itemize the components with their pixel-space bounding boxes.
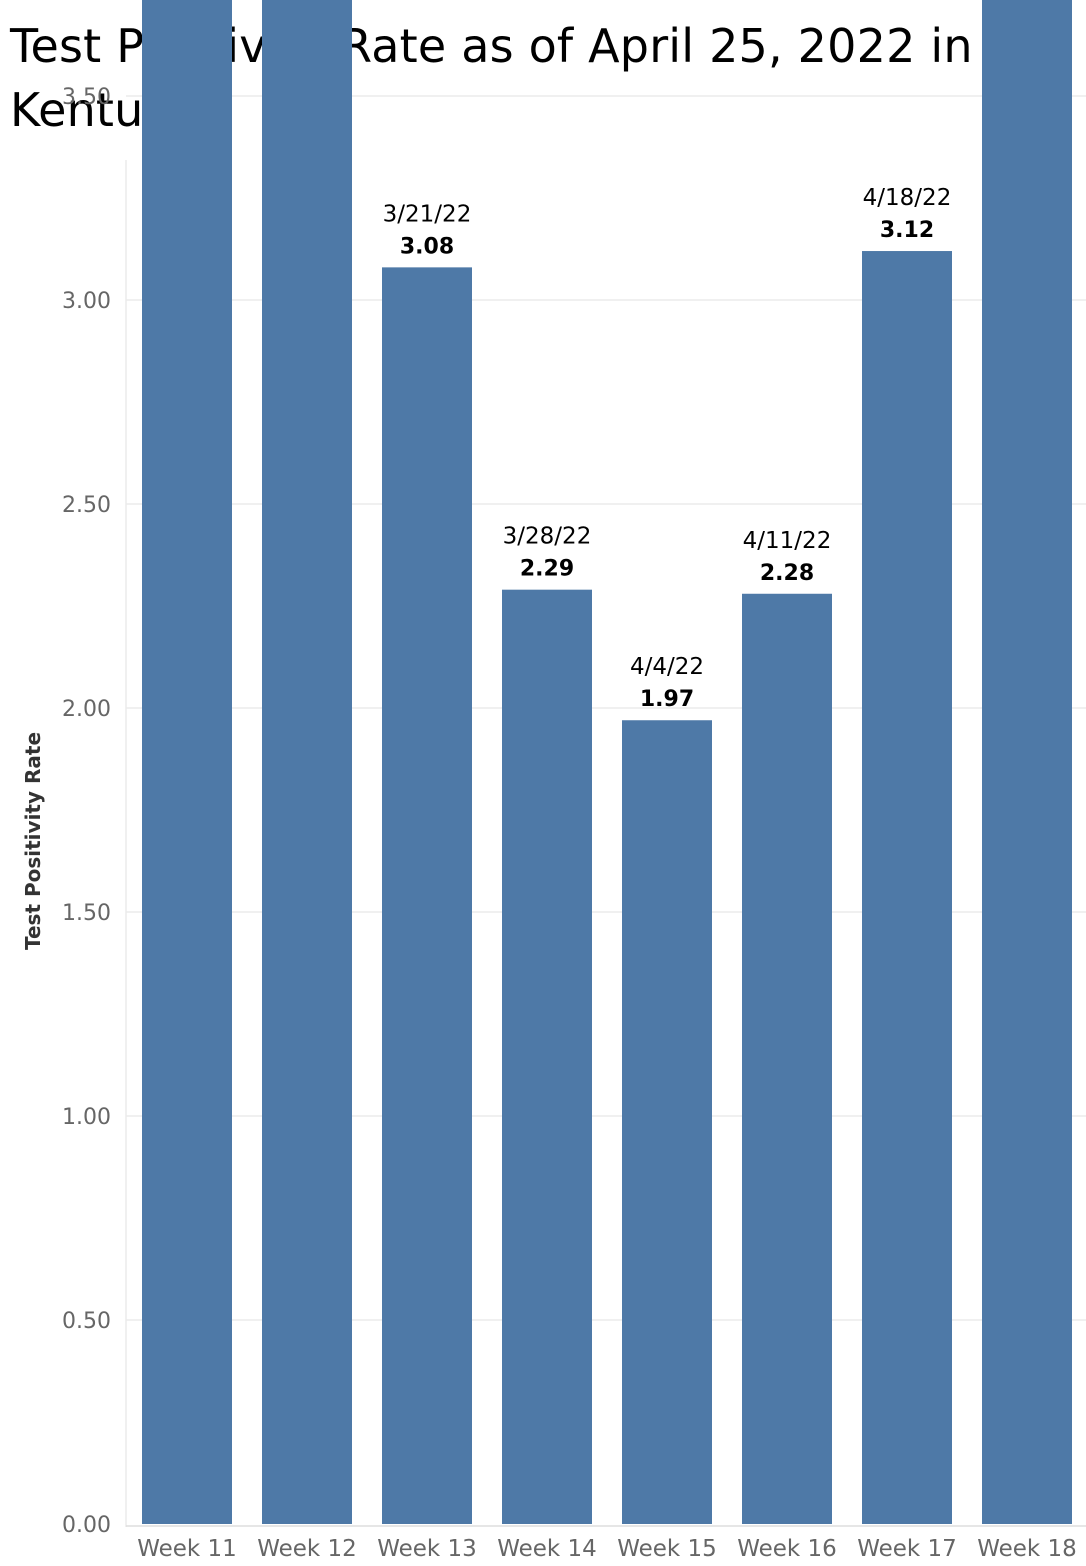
bar-date-label: 3/28/22	[503, 524, 592, 550]
bar-date-label: 4/18/22	[863, 185, 952, 211]
bar-date-label: 4/4/22	[630, 654, 704, 680]
y-tick-label: 2.50	[62, 493, 111, 518]
bar	[502, 589, 592, 1524]
y-tick-labels: 0.000.501.001.502.002.503.003.504.004.50…	[62, 85, 111, 1538]
bar-value-label: 2.29	[520, 557, 574, 582]
bar-value-label: 3.12	[880, 218, 934, 243]
x-tick-label: Week 15	[617, 1536, 717, 1562]
x-tick-label: Week 14	[497, 1536, 597, 1562]
y-tick-label: 1.00	[62, 1105, 111, 1130]
bar	[262, 0, 352, 1524]
bar	[742, 593, 832, 1524]
bar-value-label: 1.97	[640, 687, 694, 712]
x-tick-label: Week 17	[857, 1536, 957, 1562]
bar-date-label: 3/21/22	[383, 201, 472, 227]
bar	[862, 251, 952, 1524]
bar-labels: 3/7/226.043/14/224.173/21/223.083/28/222…	[383, 185, 952, 712]
y-tick-label: 2.00	[62, 697, 111, 722]
bar	[142, 0, 232, 1525]
bar	[382, 267, 472, 1524]
y-tick-label: 0.00	[62, 1513, 111, 1538]
bar	[622, 720, 712, 1524]
x-tick-label: Week 16	[737, 1536, 837, 1562]
x-tick-label: Week 11	[137, 1536, 237, 1562]
x-tick-label: Week 18	[977, 1536, 1077, 1562]
y-axis-title: Test Positivity Rate	[21, 732, 45, 950]
y-tick-label: 1.50	[62, 901, 111, 926]
x-tick-label: Week 13	[377, 1536, 477, 1562]
x-tick-labels: Week 11 Week 12 Week 13 Week 14 Week 15 Week …	[137, 1536, 1077, 1562]
bar	[982, 0, 1072, 1525]
y-tick-label: 3.00	[62, 289, 111, 314]
bars	[142, 0, 1072, 1525]
x-tick-label: Week 12	[257, 1536, 357, 1562]
bar-value-label: 2.28	[760, 561, 814, 586]
bar-value-label: 3.08	[400, 234, 454, 259]
bar-date-label: 4/11/22	[743, 528, 832, 554]
y-tick-label: 0.50	[62, 1309, 111, 1334]
y-tick-label: 3.50	[62, 85, 111, 110]
